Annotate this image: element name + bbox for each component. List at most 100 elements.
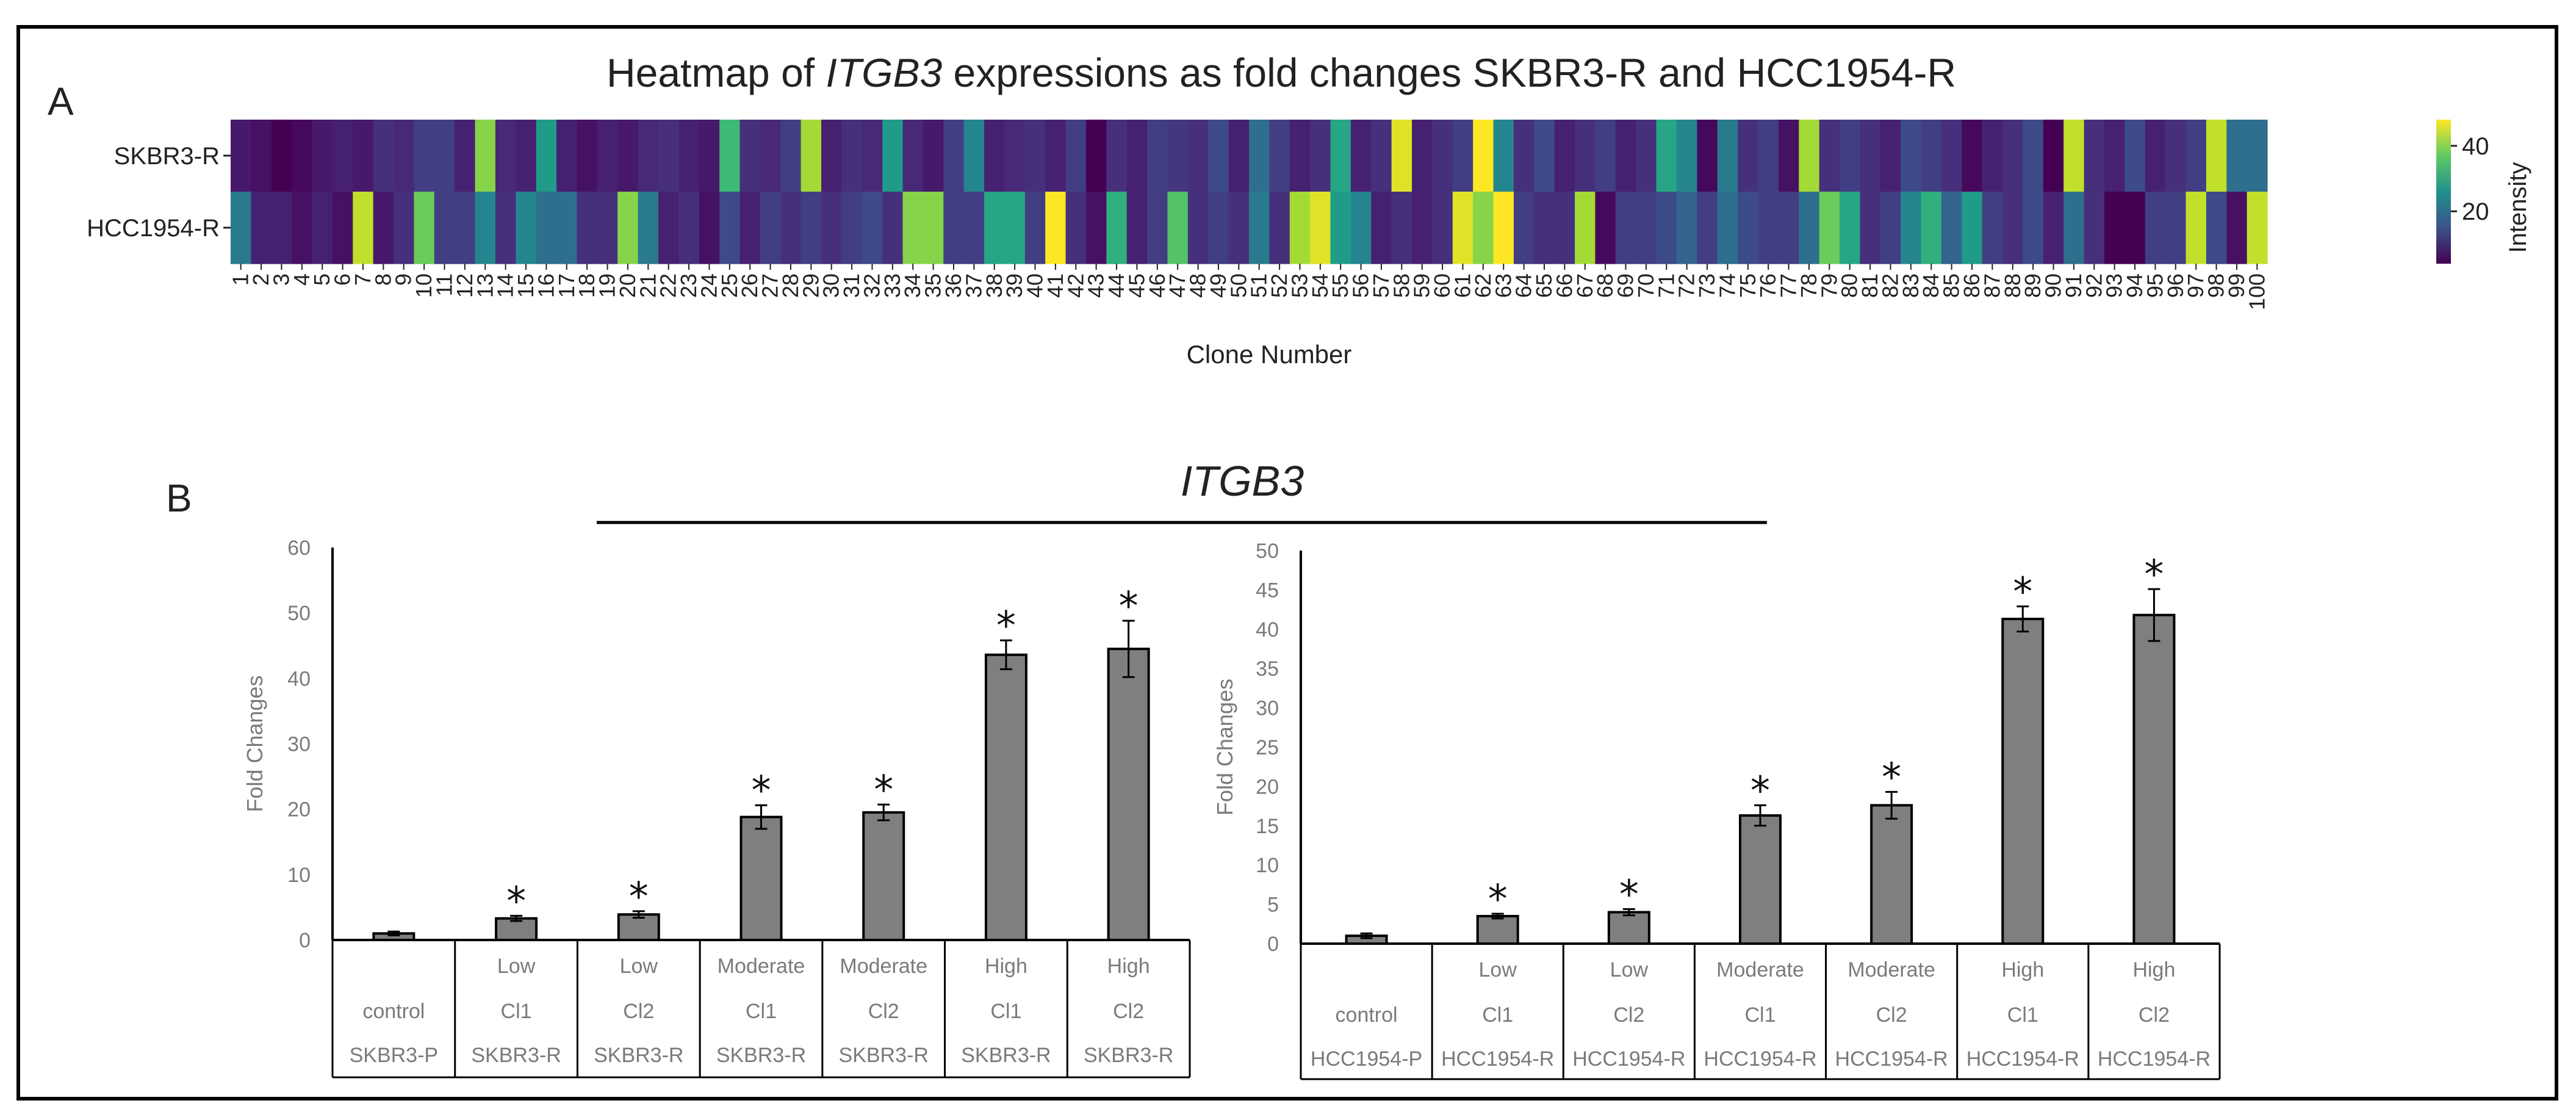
panel-a-label: A [48, 79, 74, 123]
heatmap-x-tick-label: 26 [737, 273, 762, 298]
heatmap-cell [577, 120, 598, 192]
category-label: SKBR3-R [1084, 1044, 1173, 1067]
heatmap-cell [1391, 192, 1412, 264]
category-label: High [985, 955, 1027, 978]
heatmap-cell [1615, 120, 1636, 192]
significance-star: * [2013, 569, 2032, 615]
heatmap-x-tick-label: 75 [1735, 273, 1760, 298]
heatmap-x-tick-label: 18 [574, 273, 599, 298]
heatmap-x-tick-label: 19 [595, 273, 620, 298]
significance-star: * [1119, 584, 1139, 629]
heatmap-cell [1901, 120, 1922, 192]
bar [1870, 804, 1913, 945]
heatmap-cell [2165, 192, 2187, 264]
heatmap-cell [1717, 192, 1738, 264]
heatmap-x-tick-label: 54 [1308, 273, 1333, 298]
y-axis-label: Fold Changes [242, 675, 267, 812]
category-label: High [1107, 955, 1150, 978]
heatmap-cell [984, 120, 1006, 192]
heatmap-cell [678, 120, 700, 192]
heatmap-cell [2206, 120, 2227, 192]
heatmap-cell [1901, 192, 1922, 264]
heatmap-cell [1941, 192, 1962, 264]
heatmap-cell [1004, 120, 1026, 192]
heatmap-cell [1554, 192, 1575, 264]
panel-b-gene-title: ITGB3 [1181, 457, 1304, 505]
category-label: Cl2 [1613, 1003, 1644, 1027]
heatmap-cell [1819, 192, 1840, 264]
heatmap-cell [984, 192, 1006, 264]
bar [1476, 914, 1519, 945]
heatmap-cell [1473, 120, 1494, 192]
heatmap-x-tick-label: 60 [1430, 273, 1455, 298]
y-tick-label: 60 [287, 537, 311, 560]
category-label: HCC1954-R [1704, 1047, 1816, 1071]
heatmap-row-labels: SKBR3-R HCC1954-R [87, 143, 231, 242]
heatmap-x-tick-label: 92 [2081, 273, 2106, 298]
heatmap-cell [2043, 192, 2064, 264]
heatmap-cell [1738, 120, 1759, 192]
heatmap-x-tick-label: 79 [1816, 273, 1841, 298]
significance-star: * [752, 768, 771, 814]
heatmap-x-tick-label: 6 [330, 273, 355, 286]
heatmap-x-tick-label: 40 [1023, 273, 1048, 298]
heatmap-cell [394, 192, 415, 264]
heatmap-cell [1513, 120, 1534, 192]
heatmap-cell [353, 192, 374, 264]
heatmap-cell [231, 120, 251, 192]
heatmap-cell [2104, 120, 2125, 192]
heatmap-cell [862, 192, 883, 264]
heatmap-cell [1982, 120, 2003, 192]
heatmap-cell [1024, 192, 1046, 264]
heatmap-cell [1310, 192, 1331, 264]
y-tick-label: 40 [1256, 618, 1279, 642]
heatmap-cell [739, 192, 761, 264]
heatmap-cell [1778, 120, 1799, 192]
heatmap-cell [1575, 192, 1596, 264]
heatmap-cell [2063, 120, 2085, 192]
heatmap-x-tick-label: 8 [370, 273, 395, 286]
panel-b-label: B [166, 476, 192, 520]
heatmap-cell [1024, 120, 1046, 192]
heatmap-x-tick-label: 78 [1796, 273, 1821, 298]
bar [2132, 613, 2176, 945]
heatmap-cell [1106, 120, 1128, 192]
significance-star: * [2144, 552, 2164, 598]
significance-star: * [506, 879, 526, 924]
heatmap-cell [1289, 192, 1311, 264]
y-tick-label: 40 [287, 667, 311, 690]
heatmap-cell [1208, 120, 1229, 192]
heatmap-x-tick-label: 16 [533, 273, 558, 298]
heatmap-cell [292, 192, 313, 264]
heatmap-x-tick-label: 53 [1287, 273, 1312, 298]
heatmap-cell [414, 192, 435, 264]
heatmap-x-tick-label: 65 [1531, 273, 1556, 298]
heatmap-cell [516, 120, 537, 192]
heatmap-cell [2247, 120, 2268, 192]
heatmap-cell [1921, 192, 1942, 264]
heatmap-cell [536, 192, 557, 264]
heatmap-x-tick-label: 62 [1470, 273, 1495, 298]
heatmap-x-tick-label: 32 [860, 273, 885, 298]
heatmap-x-tick-label: 37 [961, 273, 986, 298]
category-label: HCC1954-R [1441, 1047, 1554, 1071]
heatmap-cell [312, 192, 333, 264]
category-label: HCC1954-R [2098, 1047, 2211, 1071]
heatmap-cell [271, 192, 292, 264]
heatmap-cell [841, 192, 863, 264]
heatmap-cell [2023, 192, 2044, 264]
y-tick-label: 30 [1256, 697, 1279, 720]
heatmap-x-tick-label: 57 [1369, 273, 1394, 298]
heatmap-cell [414, 120, 435, 192]
category-label: control [1336, 1003, 1398, 1027]
heatmap-cell [1656, 120, 1677, 192]
heatmap-cell [1085, 192, 1107, 264]
category-label: Low [620, 955, 658, 978]
category-label: SKBR3-R [961, 1044, 1051, 1067]
heatmap-cell [882, 192, 904, 264]
heatmap-x-tick-label: 9 [391, 273, 416, 286]
y-tick-label: 35 [1256, 657, 1279, 681]
heatmap-x-tick-label: 22 [656, 273, 681, 298]
heatmap-x-tick-label: 72 [1674, 273, 1699, 298]
